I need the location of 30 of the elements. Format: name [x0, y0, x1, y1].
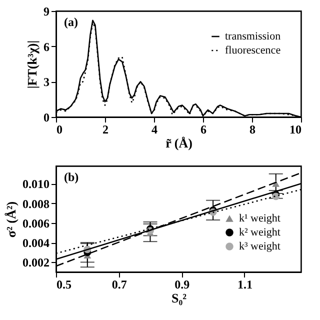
x-tick-label: 0.9 [174, 278, 190, 292]
y-axis-title: σ² (Å²) [4, 201, 18, 238]
x-tick-label: 2 [102, 122, 108, 136]
x-tick-label: 1.1 [237, 278, 252, 292]
x-axis-title: r̃ (Å) [166, 136, 192, 150]
y-tick-label: 6 [44, 40, 50, 54]
y-tick-label: 9 [44, 4, 50, 18]
x-tick-label: 0.5 [56, 278, 72, 292]
y-tick-label: 0.002 [22, 256, 50, 270]
legend-label: k¹ weight [239, 212, 280, 224]
annotation: (b) [64, 170, 79, 184]
x-tick-label: 0 [56, 122, 62, 136]
y-axis-title: |FT(k³χ)| [24, 40, 40, 89]
legend-label: k² weight [239, 226, 280, 238]
legend-label: k³ weight [239, 240, 280, 252]
y-tick-label: 0 [44, 110, 50, 124]
y-tick-label: 3 [44, 75, 50, 90]
annotation: (a) [64, 15, 78, 29]
y-tick-label: 0.006 [22, 216, 50, 230]
legend-label: transmission [225, 30, 282, 42]
x-tick-label: 6 [200, 122, 206, 136]
x-tick-label: 0.7 [112, 278, 127, 292]
legend-label: fluorescence [225, 44, 281, 56]
x-tick-label: 4 [152, 122, 158, 136]
y-tick-label: 0.004 [22, 236, 50, 250]
y-tick-label: 0.008 [22, 196, 50, 211]
x-tick-label: 10 [290, 122, 302, 136]
x-axis-title: S₀² [171, 290, 187, 306]
x-tick-label: 8 [250, 122, 256, 136]
y-tick-label: 0.010 [22, 177, 50, 192]
